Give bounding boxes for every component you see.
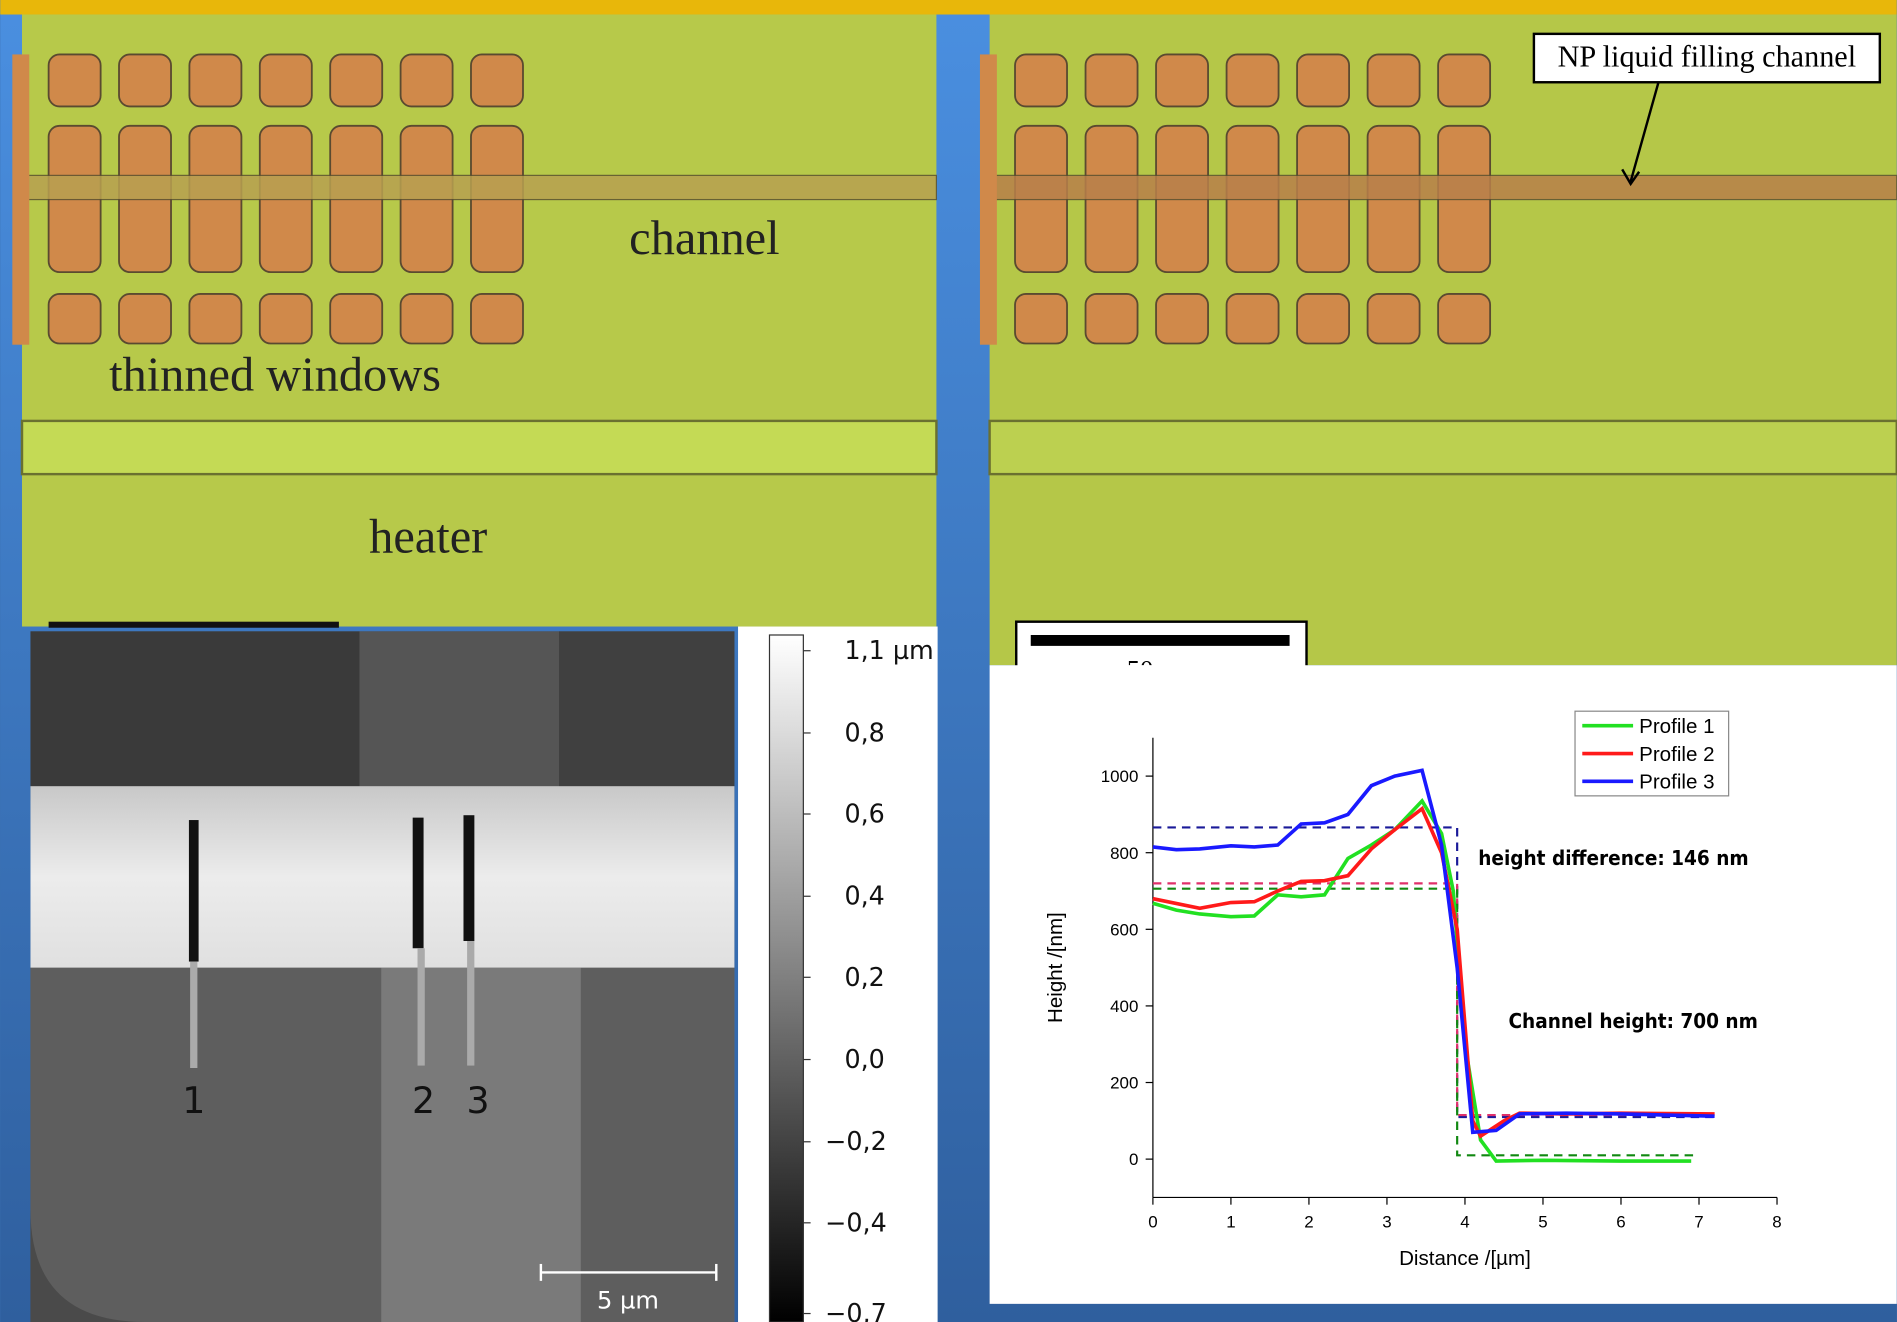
y-tick-label: 400 — [1110, 997, 1138, 1016]
x-tick-label: 2 — [1304, 1213, 1313, 1232]
label: thinned windows — [109, 349, 441, 402]
legend-label: Profile 1 — [1639, 715, 1714, 738]
x-tick-label: 8 — [1772, 1213, 1781, 1232]
annotation: Channel height: 700 nm — [1509, 1009, 1758, 1033]
pad — [1015, 54, 1067, 106]
annotation: height difference: 146 nm — [1478, 846, 1748, 870]
profile-label: 1 — [182, 1079, 205, 1122]
pad — [119, 294, 171, 344]
pad — [260, 54, 312, 106]
pad — [49, 294, 101, 344]
pad — [1438, 54, 1490, 106]
pad — [1015, 294, 1067, 344]
colorbar-label: −0,4 — [825, 1207, 887, 1237]
chart-panel — [990, 665, 1897, 1304]
pad — [189, 294, 241, 344]
pad — [1227, 294, 1279, 344]
pad — [1156, 54, 1208, 106]
y-tick-label: 800 — [1110, 844, 1138, 863]
legend-label: Profile 2 — [1639, 743, 1714, 766]
pad — [1368, 294, 1420, 344]
pad — [1368, 54, 1420, 106]
channel — [990, 175, 1897, 199]
pad-edge — [980, 54, 997, 344]
pad — [471, 54, 523, 106]
colorbar-label: 0,8 — [844, 717, 884, 747]
pad — [401, 294, 453, 344]
y-axis-label: Height /[nm] — [1044, 912, 1067, 1023]
afm-image — [30, 631, 734, 1322]
x-tick-label: 5 — [1538, 1213, 1547, 1232]
legend-label: Profile 3 — [1639, 771, 1714, 794]
colorbar-label: 1,1 µm — [844, 635, 933, 665]
y-tick-label: 200 — [1110, 1074, 1138, 1093]
colorbar-label: −0,2 — [825, 1126, 887, 1156]
pad — [1086, 294, 1138, 344]
microscope-right — [980, 15, 1897, 666]
colorbar-label: −0,7 — [825, 1298, 887, 1322]
colorbar-label: 0,6 — [844, 798, 884, 828]
pad — [330, 54, 382, 106]
x-tick-label: 7 — [1694, 1213, 1703, 1232]
profile-label: 3 — [466, 1079, 489, 1122]
pad — [1086, 54, 1138, 106]
label: heater — [369, 511, 487, 564]
scale-label: 5 µm — [597, 1287, 659, 1315]
pad — [1438, 294, 1490, 344]
scale-bar — [1031, 635, 1290, 646]
profile-label: 2 — [412, 1079, 435, 1122]
y-tick-label: 600 — [1110, 920, 1138, 939]
x-tick-label: 6 — [1616, 1213, 1625, 1232]
pad-edge — [12, 54, 29, 344]
x-axis-label: Distance /[µm] — [1399, 1247, 1531, 1270]
x-tick-label: 1 — [1226, 1213, 1235, 1232]
colorbar-label: 0,2 — [844, 962, 884, 992]
scale-bar — [49, 622, 339, 628]
pad — [260, 294, 312, 344]
label: channel — [629, 212, 779, 265]
figure: channel thinned windows heater NP liquid… — [0, 0, 1897, 1322]
pad — [401, 54, 453, 106]
callout: NP liquid filling channel — [1558, 40, 1857, 74]
pad — [1156, 294, 1208, 344]
colorbar-label: 0,4 — [844, 881, 884, 911]
colorbar — [769, 635, 803, 1322]
y-tick-label: 1000 — [1101, 767, 1139, 786]
pad — [49, 54, 101, 106]
pad — [330, 294, 382, 344]
pad — [471, 294, 523, 344]
x-tick-label: 4 — [1460, 1213, 1469, 1232]
pad — [1297, 294, 1349, 344]
channel — [22, 175, 936, 199]
pad — [119, 54, 171, 106]
colorbar-label: 0,0 — [844, 1044, 884, 1074]
y-tick-label: 0 — [1129, 1150, 1138, 1169]
top-bar — [0, 0, 1897, 15]
x-tick-label: 0 — [1148, 1213, 1157, 1232]
page: {"microscope_left":{"labels":["channel",… — [0, 0, 1897, 1322]
x-tick-label: 3 — [1382, 1213, 1391, 1232]
pad — [1227, 54, 1279, 106]
pad — [189, 54, 241, 106]
pad — [1297, 54, 1349, 106]
